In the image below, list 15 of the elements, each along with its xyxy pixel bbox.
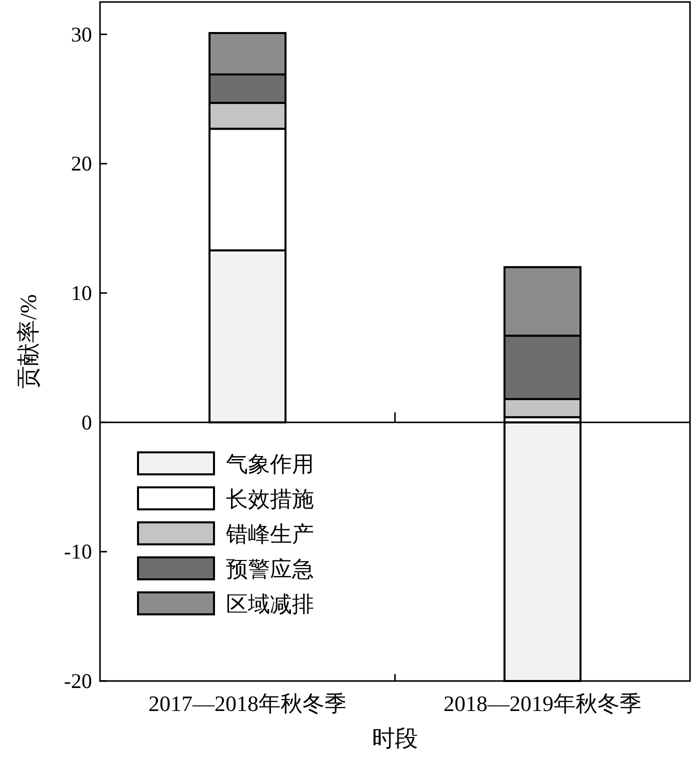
y-tick-label: -20 [64,669,92,693]
y-tick-label: 0 [82,410,92,434]
y-tick-label: -10 [64,540,92,564]
legend-label: 错峰生产 [225,521,314,546]
y-tick-label: 10 [71,281,92,305]
legend-label: 区域减排 [226,591,314,616]
x-tick-label: 2018—2019年秋冬季 [444,691,642,716]
y-tick-label: 30 [71,22,92,46]
legend-label: 预警应急 [226,556,314,582]
x-axis-title: 时段 [372,726,418,751]
legend-label: 长效措施 [226,486,314,512]
y-tick-label: 20 [71,152,92,176]
y-axis-title: 贡献率/% [16,294,41,389]
x-tick-label: 2017—2018年秋冬季 [148,691,346,716]
legend-label: 气象作用 [226,451,314,476]
